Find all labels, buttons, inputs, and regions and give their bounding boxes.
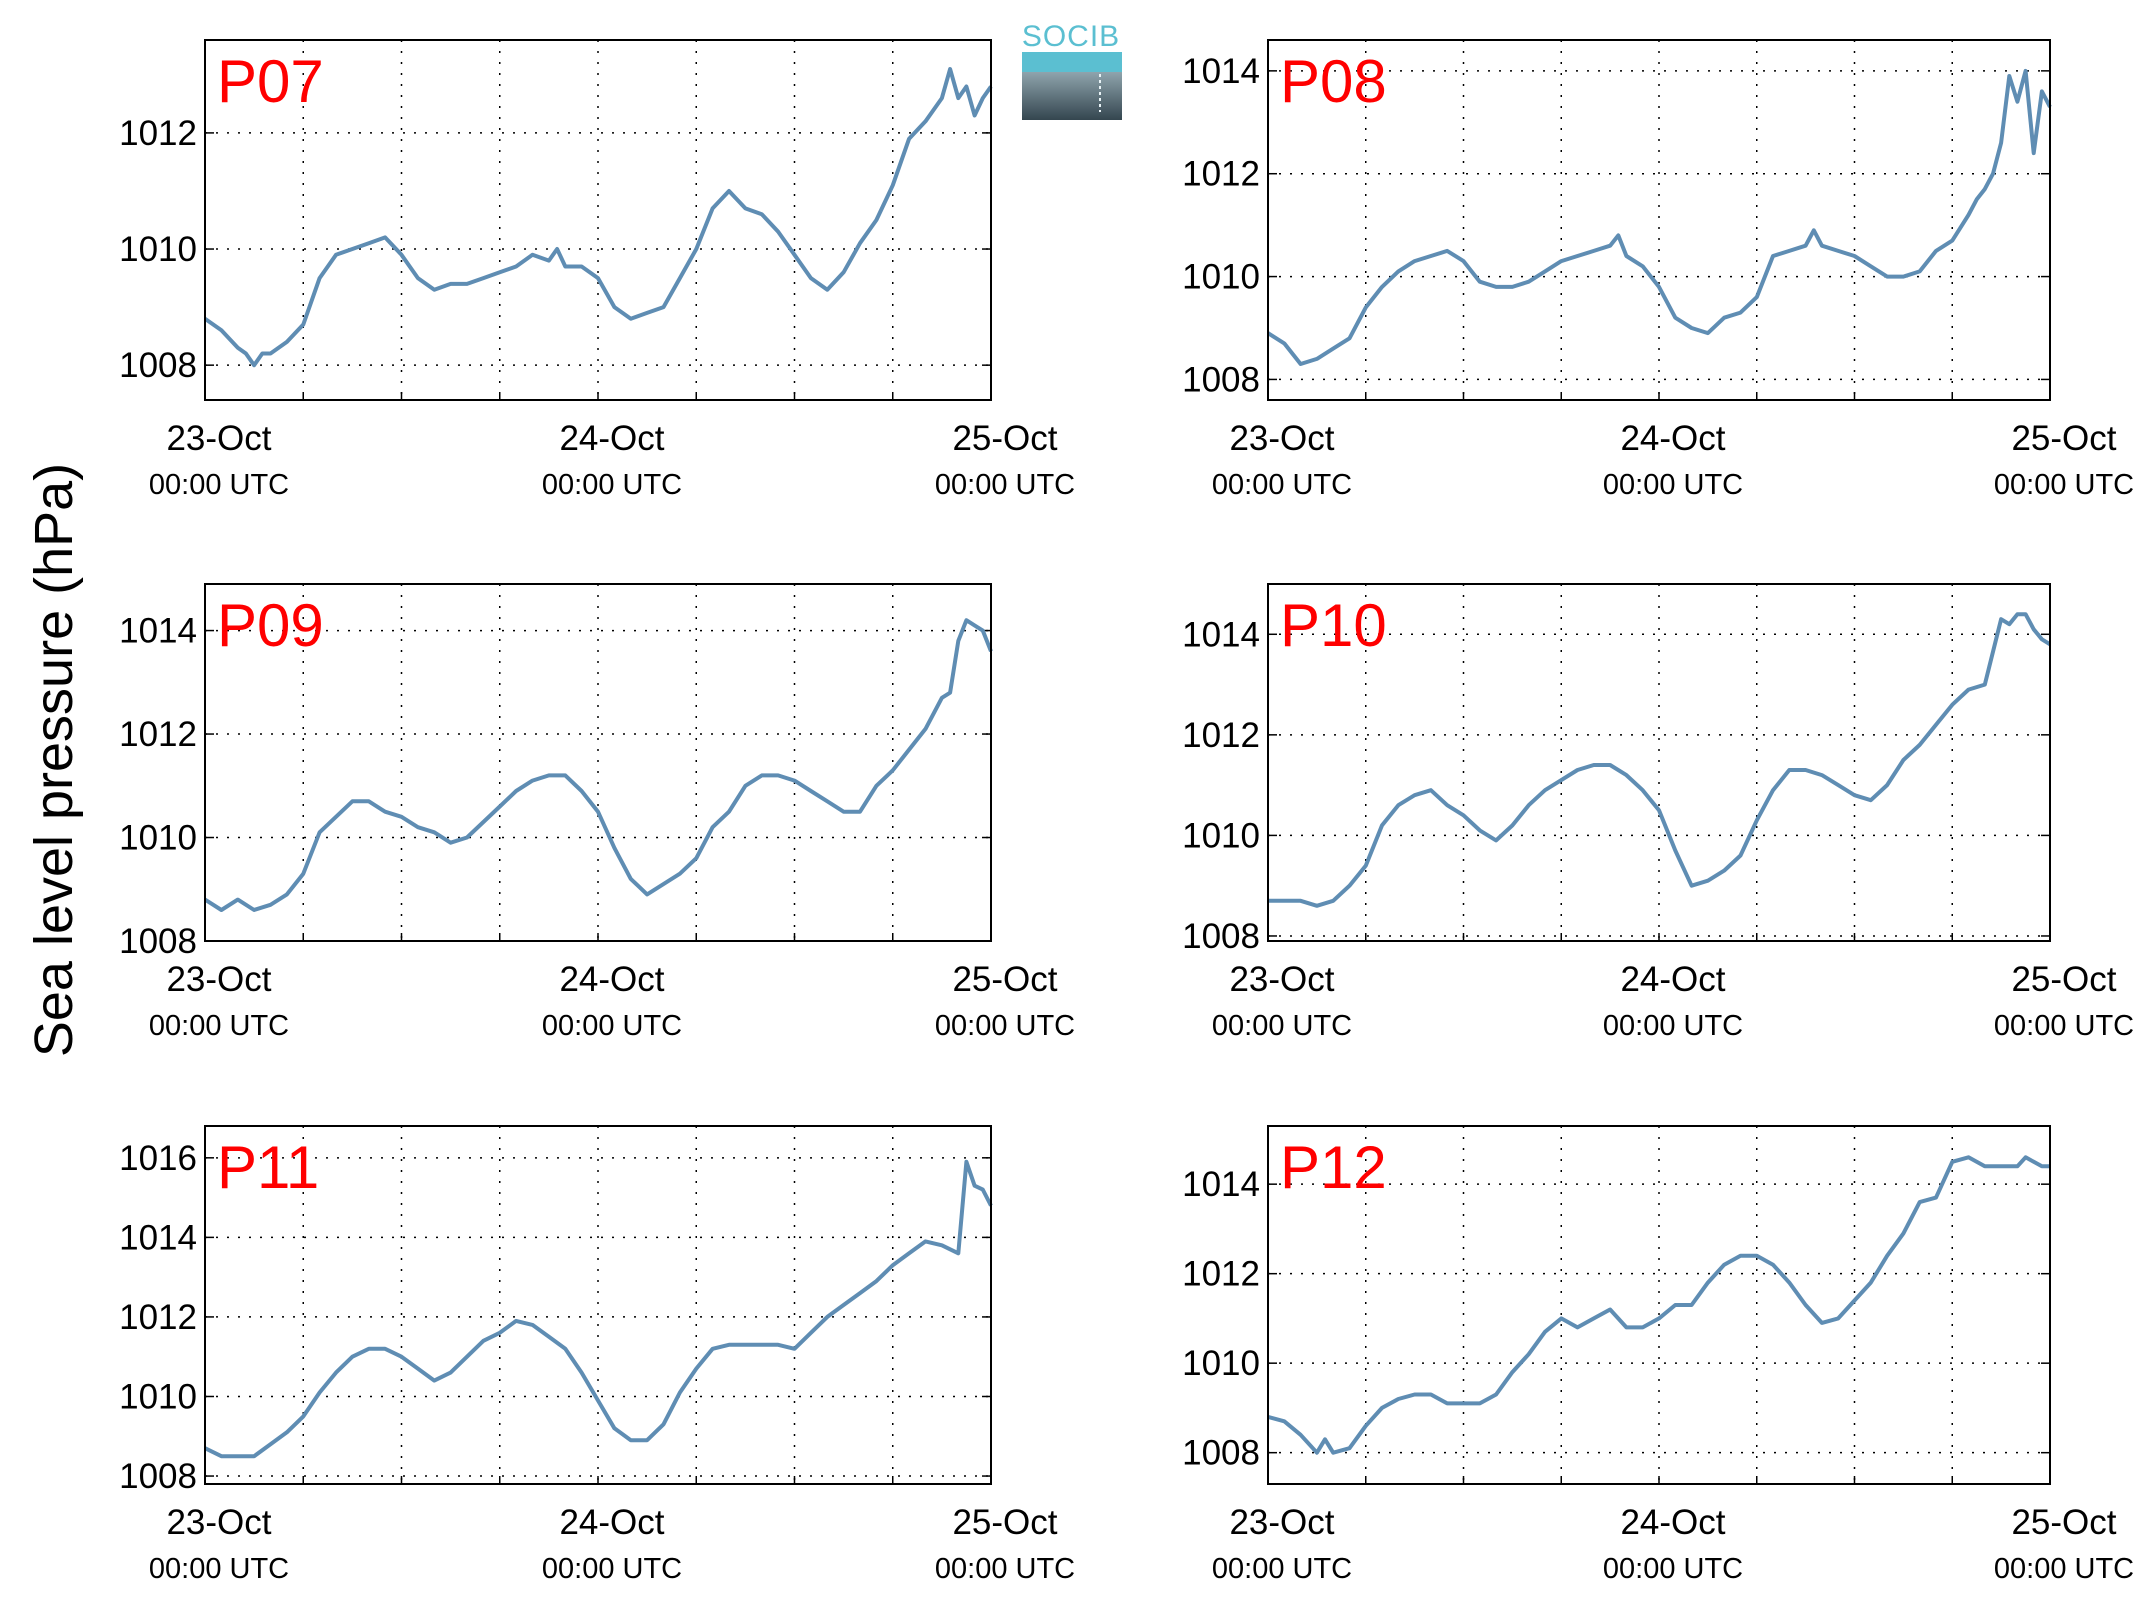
panel-label: P11 <box>217 1134 319 1201</box>
socib-logo: SOCIB <box>1022 20 1122 120</box>
axes-box <box>204 583 992 942</box>
x-tick-sublabel: 00:00 UTC <box>1212 469 1352 501</box>
logo-wave <box>1022 52 1122 72</box>
y-tick-label: 1014 <box>1182 615 1260 654</box>
x-tick-sublabel: 00:00 UTC <box>1994 469 2134 501</box>
x-tick-label: 25-Oct <box>2011 960 2116 999</box>
y-tick-label: 1012 <box>1182 716 1260 755</box>
y-tick-label: 1010 <box>119 1377 197 1416</box>
y-tick-label: 1010 <box>1182 258 1260 297</box>
x-tick-sublabel: 00:00 UTC <box>1603 1553 1743 1585</box>
y-tick-label: 1012 <box>1182 155 1260 194</box>
x-tick-label: 23-Oct <box>166 1503 271 1542</box>
x-tick-sublabel: 00:00 UTC <box>935 469 1075 501</box>
chart-panel-p12: 1008 1010 1012 1014 23-Oct 00:00 UTC 24-Oct 00:… <box>1182 1125 2134 1585</box>
y-tick-label: 1008 <box>1182 360 1260 399</box>
y-tick-label: 1008 <box>119 922 197 961</box>
chart-panels: 1008 1010 1012 23-Oct 00:00 UTC 24-Oct 00:00 U… <box>119 39 2134 1585</box>
x-tick-label: 23-Oct <box>166 960 271 999</box>
x-tick-label: 24-Oct <box>1620 419 1725 458</box>
chart-panel-p09: 1008 1010 1012 1014 23-Oct 00:00 UTC 24-Oct 00:… <box>119 583 1075 1042</box>
series-line-p12 <box>1267 1155 2050 1455</box>
series-line-p07 <box>203 67 993 368</box>
y-tick-label: 1014 <box>1182 1165 1260 1204</box>
chart-panel-p11: 1008 1010 1012 1014 1016 23-Oct 00:00 UTC 24-Oc… <box>119 1125 1075 1585</box>
y-tick-label: 1010 <box>119 819 197 858</box>
x-tick-label: 24-Oct <box>559 960 664 999</box>
panel-label: P12 <box>1280 1134 1387 1201</box>
panel-label: P10 <box>1280 592 1387 659</box>
series-line-p08 <box>1266 68 2052 366</box>
x-tick-label: 25-Oct <box>952 960 1057 999</box>
x-tick-sublabel: 00:00 UTC <box>935 1553 1075 1585</box>
series-line-p11 <box>204 1159 993 1459</box>
y-tick-label: 1012 <box>119 715 197 754</box>
y-tick-label: 1010 <box>1182 1344 1260 1383</box>
y-tick-label: 1014 <box>1182 52 1260 91</box>
series-line-p10 <box>1268 612 2052 908</box>
y-tick-label: 1012 <box>119 114 197 153</box>
x-tick-label: 24-Oct <box>1620 1503 1725 1542</box>
panel-label: P07 <box>217 48 324 115</box>
x-tick-sublabel: 00:00 UTC <box>542 469 682 501</box>
x-tick-label: 25-Oct <box>2011 419 2116 458</box>
y-tick-label: 1010 <box>119 230 197 269</box>
y-tick-label: 1010 <box>1182 816 1260 855</box>
x-tick-label: 24-Oct <box>559 419 664 458</box>
x-tick-label: 23-Oct <box>1229 1503 1334 1542</box>
y-axis-label: Sea level pressure (hPa) <box>24 463 84 1057</box>
logo-block <box>1022 72 1122 120</box>
x-tick-sublabel: 00:00 UTC <box>542 1010 682 1042</box>
x-tick-label: 23-Oct <box>1229 960 1334 999</box>
x-tick-sublabel: 00:00 UTC <box>1603 469 1743 501</box>
panel-label: P09 <box>217 592 324 659</box>
y-tick-label: 1008 <box>119 346 197 385</box>
x-tick-sublabel: 00:00 UTC <box>149 1553 289 1585</box>
y-tick-label: 1014 <box>119 1218 197 1257</box>
axes-box <box>1267 39 2051 401</box>
y-tick-label: 1014 <box>119 612 197 651</box>
x-tick-label: 25-Oct <box>952 1503 1057 1542</box>
x-tick-label: 23-Oct <box>1229 419 1334 458</box>
axes-box <box>1267 1125 2051 1485</box>
chart-panel-p10: 1008 1010 1012 1014 23-Oct 00:00 UTC 24-Oct 00:… <box>1182 583 2134 1042</box>
panel-label: P08 <box>1280 48 1387 115</box>
logo-text: SOCIB <box>1022 20 1120 53</box>
y-tick-label: 1008 <box>1182 1434 1260 1473</box>
series-line-p09 <box>203 618 993 912</box>
axes-box <box>1267 583 2051 942</box>
x-tick-label: 23-Oct <box>166 419 271 458</box>
x-tick-label: 25-Oct <box>2011 1503 2116 1542</box>
x-tick-sublabel: 00:00 UTC <box>542 1553 682 1585</box>
x-tick-label: 24-Oct <box>1620 960 1725 999</box>
y-tick-label: 1016 <box>119 1139 197 1178</box>
x-tick-sublabel: 00:00 UTC <box>149 1010 289 1042</box>
chart-panel-p08: 1008 1010 1012 1014 23-Oct 00:00 UTC 24-Oct 00:… <box>1182 39 2134 501</box>
y-tick-label: 1012 <box>1182 1255 1260 1294</box>
y-tick-label: 1008 <box>119 1457 197 1496</box>
axes-box <box>204 1125 992 1485</box>
y-tick-label: 1012 <box>119 1298 197 1337</box>
axes-box <box>204 39 992 401</box>
x-tick-sublabel: 00:00 UTC <box>935 1010 1075 1042</box>
x-tick-sublabel: 00:00 UTC <box>1603 1010 1743 1042</box>
x-tick-sublabel: 00:00 UTC <box>1994 1553 2134 1585</box>
x-tick-sublabel: 00:00 UTC <box>1994 1010 2134 1042</box>
x-tick-sublabel: 00:00 UTC <box>1212 1553 1352 1585</box>
x-tick-sublabel: 00:00 UTC <box>1212 1010 1352 1042</box>
x-tick-sublabel: 00:00 UTC <box>149 469 289 501</box>
y-tick-label: 1008 <box>1182 917 1260 956</box>
chart-panel-p07: 1008 1010 1012 23-Oct 00:00 UTC 24-Oct 00:00 U… <box>119 39 1075 501</box>
x-tick-label: 25-Oct <box>952 419 1057 458</box>
x-tick-label: 24-Oct <box>559 1503 664 1542</box>
